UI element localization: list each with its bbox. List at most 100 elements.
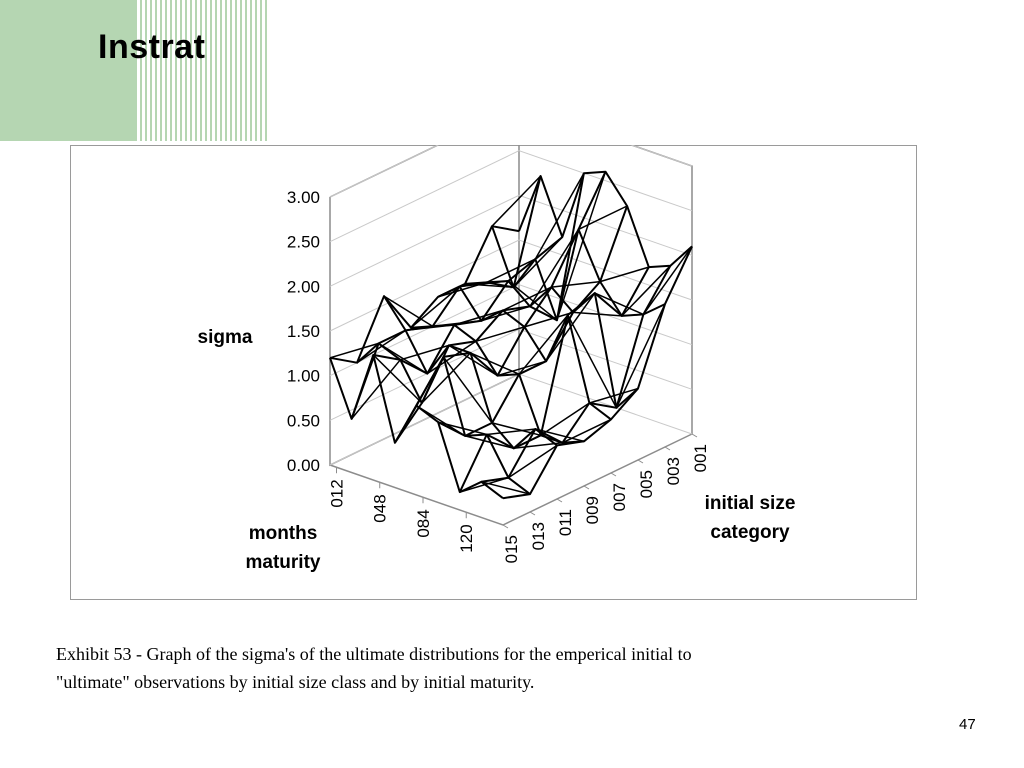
surface-diagonal-line <box>394 356 445 444</box>
surface-diagonal-line <box>562 418 612 444</box>
sigma-surface-chart: 0.00 0.50 1.00 1.50 2.00 2.50 3.00 012 048 084 120… <box>198 145 796 573</box>
z-tick-label: 2.00 <box>287 277 320 296</box>
surface-diagonal-line <box>481 481 531 495</box>
surface-diagonal-line <box>545 292 596 362</box>
surface-diagonal-line <box>518 314 569 375</box>
surface-diagonal-line <box>573 311 622 317</box>
surface-diagonal-line <box>599 266 650 283</box>
y-tick-mark <box>664 446 671 451</box>
surface-diagonal-line <box>329 342 379 359</box>
z-gridline <box>329 150 693 243</box>
z-axis-label: sigma <box>198 327 253 348</box>
surface-row-line <box>518 170 693 269</box>
surface-diagonal-line <box>491 422 541 437</box>
surface-diagonal-line <box>400 344 450 361</box>
surface-diagonal-line <box>454 309 504 326</box>
header-green-block <box>0 0 135 141</box>
surface-diagonal-line <box>437 421 487 436</box>
y-tick-label: 007 <box>610 483 629 511</box>
surface-diagonal-line <box>405 324 455 332</box>
surface-diagonal-line <box>481 305 531 322</box>
surface-diagonal-line <box>356 329 407 364</box>
z-gridline <box>329 194 693 287</box>
left-wall-edge <box>329 197 520 467</box>
y-tick-label: 009 <box>583 496 602 524</box>
surface-diagonal-line <box>459 476 509 493</box>
surface-diagonal-line <box>535 428 585 443</box>
y-tick-label: 011 <box>556 509 575 536</box>
page-number: 47 <box>959 716 976 733</box>
y-tick-mark <box>556 498 563 503</box>
y-tick-label: 001 <box>691 444 710 472</box>
surface-diagonal-line <box>567 314 618 409</box>
surface-diagonal-line <box>421 352 472 404</box>
surface-column-line <box>458 266 650 493</box>
axis-label-line: maturity <box>246 552 321 573</box>
surface-diagonal-line <box>513 236 563 288</box>
z-tick-label: 1.50 <box>287 322 320 341</box>
surface-diagonal-line <box>459 280 509 288</box>
x-tick-label: 084 <box>414 509 433 537</box>
y-tick-mark <box>637 459 644 464</box>
y-tick-mark <box>529 511 536 516</box>
surface-diagonal-line <box>351 359 401 420</box>
x-axis-label: months maturity <box>246 523 321 573</box>
surface-diagonal-line <box>529 228 580 307</box>
surface-diagonal-line <box>383 295 433 327</box>
surface-diagonal-line <box>426 340 477 375</box>
surface-column-line <box>437 205 629 437</box>
surface-diagonal-line <box>551 280 601 288</box>
surface-diagonal-line <box>507 280 558 321</box>
exhibit-caption: Exhibit 53 - Graph of the sigma's of the… <box>56 644 692 692</box>
surface-diagonal-line <box>524 311 574 328</box>
surface-diagonal-line <box>621 265 671 317</box>
surface-diagonal-line <box>464 435 514 450</box>
z-tick-label: 0.00 <box>287 456 320 475</box>
surface-diagonal-line <box>589 387 639 404</box>
surface-column-line <box>329 225 520 364</box>
surface-diagonal-line <box>497 360 547 377</box>
y-tick-label: 003 <box>664 457 683 485</box>
y-axis-label: initial size category <box>705 493 796 543</box>
surface-column-line <box>481 265 672 483</box>
surface-diagonal-line <box>513 442 563 450</box>
surface-diagonal-line <box>416 405 466 437</box>
z-gridline <box>329 145 693 198</box>
chart-gridlines <box>329 145 693 466</box>
z-gridline <box>329 284 693 377</box>
axis-label-line: initial size <box>705 493 796 514</box>
y-tick-label: 013 <box>529 522 548 550</box>
surface-column-line <box>415 171 607 407</box>
surface-diagonal-line <box>540 402 590 436</box>
surface-column-line <box>502 245 693 500</box>
z-tick-label: 3.00 <box>287 188 320 207</box>
x-tick-label: 120 <box>457 524 476 552</box>
y-tick-mark <box>691 433 698 438</box>
z-tick-label: 1.00 <box>287 367 320 386</box>
z-tick-label: 0.50 <box>287 411 320 430</box>
x-tick-label: 012 <box>328 479 347 507</box>
surface-diagonal-line <box>486 258 536 284</box>
surface-diagonal-line <box>556 171 607 321</box>
y-tick-label: 005 <box>637 470 656 498</box>
surface-diagonal-line <box>372 354 423 404</box>
z-tick-label: 2.50 <box>287 233 320 252</box>
axis-label-line: months <box>249 523 318 544</box>
surface-diagonal-line <box>615 303 666 409</box>
surface-diagonal-line <box>448 344 498 377</box>
y-tick-mark <box>502 524 509 529</box>
surface-diagonal-line <box>491 175 542 227</box>
sigma-surface <box>329 170 693 500</box>
surface-diagonal-line <box>642 245 693 315</box>
slide-title: Instrat <box>98 28 206 66</box>
y-tick-label: 015 <box>502 535 521 563</box>
surface-diagonal-line <box>442 356 493 424</box>
surface-diagonal-line <box>475 326 525 343</box>
y-tick-mark <box>610 472 617 477</box>
surface-diagonal-line <box>594 292 644 316</box>
header-striped-band <box>135 0 270 141</box>
axis-label-line: category <box>710 522 790 543</box>
surface-diagonal-line <box>486 428 536 436</box>
surface-diagonal-line <box>464 283 514 289</box>
surface-diagonal-line <box>578 205 628 231</box>
